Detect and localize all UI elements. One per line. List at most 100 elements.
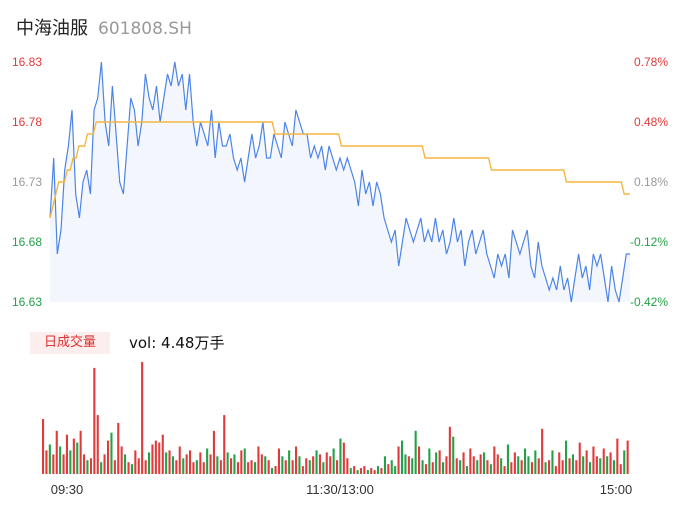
volume-bar (558, 452, 561, 474)
volume-bar (100, 462, 103, 474)
volume-bar (206, 448, 209, 474)
volume-bar (291, 460, 294, 474)
volume-bar (394, 466, 397, 474)
volume-bar (209, 454, 212, 474)
y-tick-label-left: 16.78 (12, 115, 42, 129)
volume-bar (373, 470, 376, 474)
volume-bar (199, 452, 202, 474)
volume-bar (541, 428, 544, 474)
volume-bar (107, 440, 110, 474)
volume-bar (175, 460, 178, 474)
volume-bar (274, 466, 277, 474)
volume-bar (387, 464, 390, 474)
volume-bar (127, 462, 130, 474)
volume-bar (223, 415, 226, 474)
volume-bar (383, 456, 386, 474)
volume-bar (288, 450, 291, 474)
volume-bar (62, 454, 65, 474)
volume-bar (431, 462, 434, 474)
average-price-line (49, 121, 630, 219)
volume-bar (219, 460, 222, 474)
volume-bar (506, 444, 509, 474)
volume-bar (366, 470, 369, 474)
volume-bar (397, 446, 400, 474)
volume-bar (438, 450, 441, 474)
volume-bar (192, 462, 195, 474)
volume-bar (561, 460, 564, 474)
volume-bar (250, 460, 253, 474)
volume-bar (83, 454, 86, 474)
volume-bar (544, 462, 547, 474)
volume-bar (247, 462, 250, 474)
volume-bar (520, 460, 523, 474)
volume-bar (513, 452, 516, 474)
stock-name: 中海油服 (16, 18, 88, 39)
volume-bar (346, 458, 349, 474)
volume-bar (578, 442, 581, 474)
volume-bar (568, 458, 571, 474)
volume-bar (59, 446, 62, 474)
volume-bar (178, 446, 181, 474)
volume-bar (325, 452, 328, 474)
volume-bar (322, 462, 325, 474)
volume-bar (48, 444, 51, 474)
volume-bar (524, 448, 527, 474)
y-tick-label-right: 0.18% (634, 175, 668, 189)
volume-bar (565, 440, 568, 474)
volume-bar (168, 450, 171, 474)
volume-bar (612, 460, 615, 474)
volume-bar (315, 450, 318, 474)
volume-bar (390, 460, 393, 474)
volume-bar (493, 446, 496, 474)
volume-bar (599, 458, 602, 474)
volume-bar (117, 422, 120, 474)
volume-bar (401, 440, 404, 474)
volume-bar (165, 452, 168, 474)
volume-bar (151, 444, 154, 474)
volume-bar (472, 456, 475, 474)
volume-bar (260, 454, 263, 474)
volume-bar (455, 458, 458, 474)
volume-bar (308, 460, 311, 474)
price-area-fill (50, 62, 630, 302)
y-tick-label-right: 0.78% (634, 55, 668, 69)
volume-bar (86, 460, 89, 474)
volume-bar (295, 446, 298, 474)
volume-bar (336, 460, 339, 474)
volume-bar (428, 448, 431, 474)
volume-bar (161, 434, 164, 474)
volume-bar (96, 415, 99, 474)
volume-bar (534, 450, 537, 474)
volume-bar (589, 462, 592, 474)
volume-bar (298, 456, 301, 474)
volume-bar (359, 468, 362, 474)
volume-bar (257, 446, 260, 474)
y-tick-label-left: 16.83 (12, 55, 42, 69)
volume-bar (353, 466, 356, 474)
volume-bar (171, 456, 174, 474)
volume-bar (144, 460, 147, 474)
stock-code: 601808.SH (98, 19, 192, 39)
x-tick-label: 09:30 (51, 482, 84, 497)
x-tick-label: 15:00 (600, 482, 633, 497)
volume-bar (462, 452, 465, 474)
volume-bar (339, 438, 342, 474)
volume-bar (332, 448, 335, 474)
volume-bar (469, 448, 472, 474)
volume-bar (120, 446, 123, 474)
volume-bar (65, 434, 68, 474)
volume-bar (137, 458, 140, 474)
volume-bar (459, 460, 462, 474)
volume-bar (411, 458, 414, 474)
volume-bar (148, 452, 151, 474)
y-tick-label-right: 0.48% (634, 115, 668, 129)
volume-bar (554, 466, 557, 474)
volume-bar (52, 454, 55, 474)
volume-bar (414, 430, 417, 474)
volume-bar (233, 454, 236, 474)
volume-bar (130, 464, 133, 474)
volume-bar (305, 458, 308, 474)
volume-bar (230, 458, 233, 474)
volume-bar (124, 454, 127, 474)
volume-period-badge[interactable]: 日成交量 (30, 332, 110, 354)
